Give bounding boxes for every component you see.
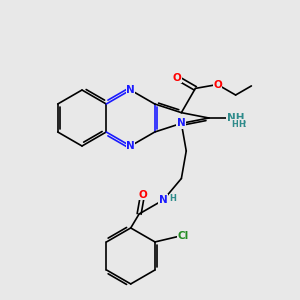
Text: H: H	[169, 194, 176, 203]
Text: H: H	[238, 119, 245, 128]
Text: O: O	[213, 80, 222, 89]
Text: O: O	[173, 73, 182, 83]
Text: N: N	[126, 141, 135, 151]
Text: N: N	[177, 118, 186, 128]
Text: N: N	[159, 195, 168, 205]
Text: 2: 2	[241, 120, 246, 129]
Text: Cl: Cl	[177, 231, 188, 241]
Text: H: H	[231, 119, 238, 128]
Text: NH: NH	[226, 113, 244, 123]
Text: N: N	[126, 85, 135, 95]
Text: O: O	[138, 190, 147, 200]
